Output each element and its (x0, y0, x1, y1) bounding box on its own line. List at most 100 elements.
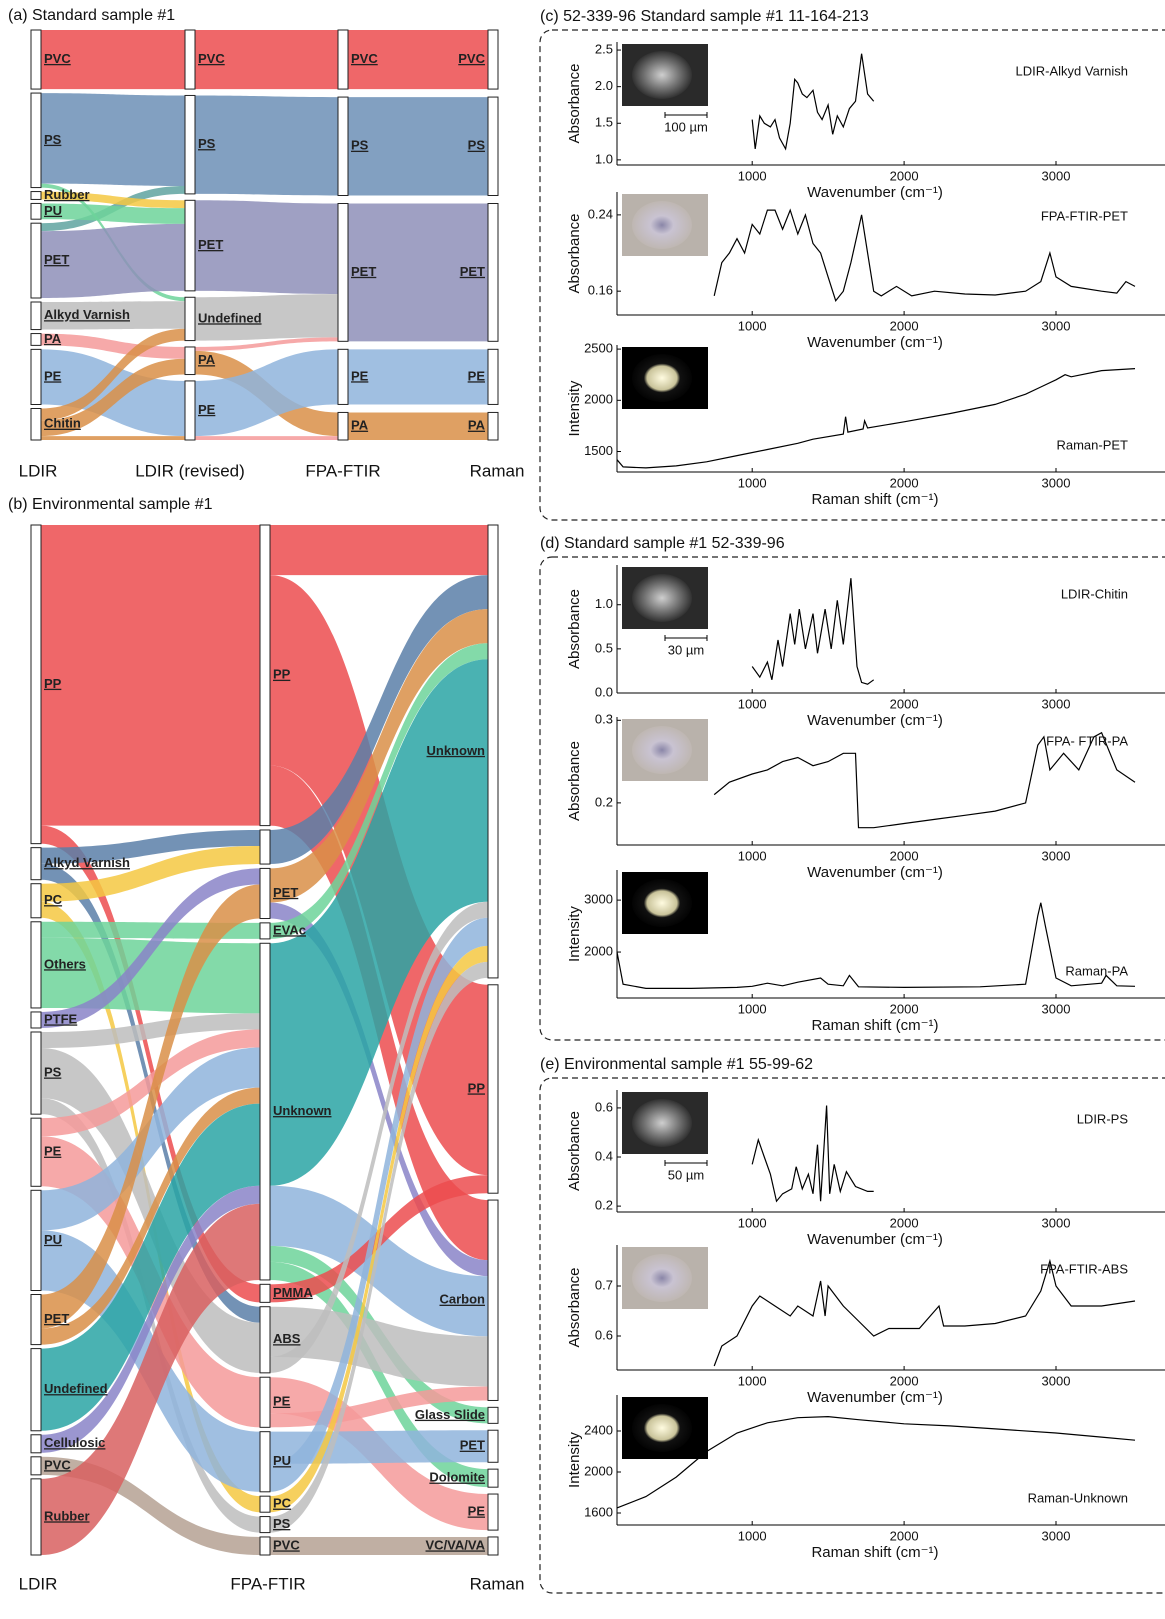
node (185, 200, 195, 291)
node-label: PP (273, 667, 291, 682)
spectrum-line (752, 1106, 874, 1202)
spectrum-line (752, 54, 874, 149)
x-tick-label: 1000 (738, 1215, 767, 1230)
x-tick-label: 3000 (1042, 318, 1071, 333)
node-label: PU (44, 203, 62, 218)
node (185, 95, 195, 193)
x-tick-label: 3000 (1042, 168, 1071, 183)
page: (a) Standard sample #1PVCPSRubberPUPETAl… (0, 0, 1165, 1614)
node (260, 525, 270, 826)
node-label: PMMA (273, 1285, 313, 1300)
spectrum-label: Raman-Unknown (1028, 1490, 1128, 1505)
node (31, 525, 41, 844)
node-label: PE (468, 1504, 486, 1519)
node (488, 1407, 498, 1423)
node-label: Undefined (44, 1381, 108, 1396)
node-label: PE (351, 368, 369, 383)
node (31, 1032, 41, 1114)
node-label: EVAc (273, 922, 306, 937)
node (31, 334, 41, 346)
y-axis-label: Absorbance (566, 213, 583, 293)
node (488, 1200, 498, 1400)
x-axis-label: Wavenumber (cm⁻¹) (807, 712, 943, 729)
x-tick-label: 1000 (738, 475, 767, 490)
particle (632, 51, 692, 99)
y-tick-label: 2000 (584, 392, 613, 407)
node (338, 349, 348, 404)
x-tick-label: 1000 (738, 1373, 767, 1388)
panel-title: (c) 52-339-96 Standard sample #1 11-164-… (540, 8, 869, 25)
node (338, 412, 348, 440)
node-label: PS (273, 1516, 291, 1531)
node (31, 409, 41, 441)
y-tick-label: 2400 (584, 1422, 613, 1437)
node-label: PVC (44, 51, 71, 66)
particle (632, 1404, 692, 1452)
node-label: Rubber (44, 187, 90, 202)
y-tick-label: 0.3 (595, 712, 613, 727)
x-tick-label: 3000 (1042, 1001, 1071, 1016)
panel-title: (e) Environmental sample #1 55-99-62 (540, 1056, 813, 1073)
y-tick-label: 0.6 (595, 1099, 613, 1114)
panel-frame (540, 1078, 1165, 1593)
node-label: Alkyd Varnish (44, 855, 130, 870)
node-label: PET (460, 264, 485, 279)
node-label: Others (44, 956, 86, 971)
x-tick-label: 2000 (890, 1373, 919, 1388)
y-tick-label: 0.24 (588, 206, 613, 221)
y-tick-label: 2.0 (595, 78, 613, 93)
x-axis-label: Wavenumber (cm⁻¹) (807, 864, 943, 881)
node-label: PU (44, 1232, 62, 1247)
node (488, 30, 498, 89)
node-label: PTFE (44, 1011, 78, 1026)
x-axis-label: Wavenumber (cm⁻¹) (807, 184, 943, 201)
node (488, 525, 498, 978)
x-tick-label: 1000 (738, 1528, 767, 1543)
y-axis-label: Intensity (566, 906, 583, 962)
node-label: PP (468, 1080, 486, 1095)
node-label: Chitin (44, 416, 81, 431)
node-label: VC/VA/VA (426, 1537, 486, 1552)
node (488, 1430, 498, 1462)
y-axis-label: Absorbance (566, 63, 583, 143)
node (260, 1377, 270, 1427)
y-tick-label: 0.16 (588, 283, 613, 298)
node-label: PS (44, 1065, 62, 1080)
node-label: PET (44, 252, 69, 267)
x-axis-label: Raman shift (cm⁻¹) (811, 491, 938, 508)
node (31, 1435, 41, 1453)
node-label: Undefined (198, 310, 262, 325)
node (260, 943, 270, 1280)
spectrum-line (752, 578, 874, 684)
spectrum-label: FPA-FTIR-PET (1041, 208, 1128, 223)
x-tick-label: 1000 (738, 168, 767, 183)
node (488, 412, 498, 440)
flow (41, 436, 185, 440)
y-tick-label: 0.5 (595, 640, 613, 655)
spectrum-label: FPA-FTIR-ABS (1040, 1261, 1128, 1276)
node-label: PA (198, 352, 216, 367)
y-tick-label: 2000 (584, 943, 613, 958)
scale-bar (665, 112, 707, 118)
scale-bar (665, 1160, 707, 1166)
node-label: PC (273, 1496, 292, 1511)
node (31, 93, 41, 188)
node-label: PET (198, 237, 223, 252)
x-tick-label: 1000 (738, 1001, 767, 1016)
x-axis-label: Wavenumber (cm⁻¹) (807, 334, 943, 351)
node (488, 1537, 498, 1555)
node-label: PA (468, 418, 486, 433)
node-label: PVC (273, 1537, 300, 1552)
x-tick-label: 3000 (1042, 848, 1071, 863)
x-axis-label: Wavenumber (cm⁻¹) (807, 1231, 943, 1248)
x-tick-label: 2000 (890, 696, 919, 711)
spectrum-label: Raman-PET (1056, 437, 1128, 452)
x-tick-label: 2000 (890, 1528, 919, 1543)
node-label: PE (273, 1394, 291, 1409)
node (260, 868, 270, 918)
scale-bar-label: 100 µm (664, 119, 708, 134)
particle (632, 1254, 692, 1302)
node-label: PS (44, 132, 62, 147)
node (260, 1496, 270, 1512)
y-axis-label: Absorbance (566, 741, 583, 821)
